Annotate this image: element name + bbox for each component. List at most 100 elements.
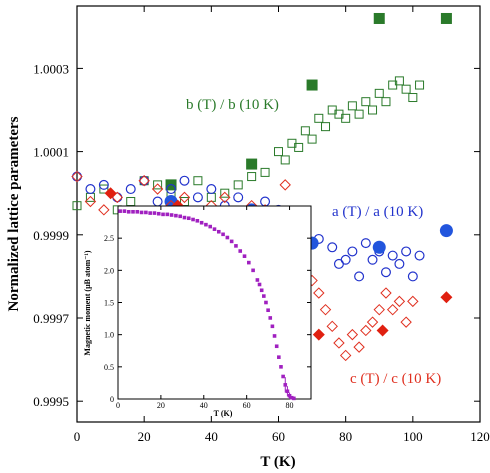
data-point bbox=[374, 88, 384, 98]
data-point bbox=[131, 209, 135, 214]
x-tick-label: 100 bbox=[403, 429, 423, 444]
x-tick-label: 40 bbox=[200, 401, 208, 410]
data-point bbox=[360, 324, 372, 337]
y-tick-label: 1.0 bbox=[104, 331, 114, 340]
data-point bbox=[279, 179, 291, 191]
data-point bbox=[279, 365, 283, 369]
data-point bbox=[300, 126, 310, 136]
data-point bbox=[372, 240, 386, 254]
data-point bbox=[415, 80, 425, 90]
data-point bbox=[340, 254, 351, 265]
data-point bbox=[234, 244, 238, 248]
data-point bbox=[169, 213, 174, 217]
data-point bbox=[191, 217, 195, 222]
data-point bbox=[125, 184, 136, 195]
data-point bbox=[314, 113, 324, 123]
data-point bbox=[440, 291, 453, 304]
x-tick-label: 60 bbox=[243, 401, 251, 410]
data-point bbox=[219, 191, 231, 204]
x-tick-label: 80 bbox=[339, 429, 352, 444]
data-point bbox=[118, 209, 122, 213]
data-point bbox=[251, 268, 255, 273]
data-point bbox=[270, 324, 275, 329]
data-point bbox=[246, 158, 258, 170]
x-tick-label: 40 bbox=[205, 429, 218, 444]
data-point bbox=[292, 396, 296, 401]
x-tick-label: 20 bbox=[138, 429, 151, 444]
label-c-series: c (T) / c (10 K) bbox=[350, 371, 441, 387]
data-point bbox=[333, 337, 345, 349]
data-point bbox=[144, 210, 148, 215]
x-tick-label: 80 bbox=[286, 401, 294, 410]
data-point bbox=[414, 250, 425, 261]
x-tick-label: 20 bbox=[157, 401, 165, 410]
data-point bbox=[366, 316, 379, 328]
data-point bbox=[401, 84, 411, 94]
data-point bbox=[161, 212, 165, 217]
inset-tick-labels: 0 20 40 60 80 0 0.5 1.0 1.5 2.0 2.5 bbox=[104, 234, 294, 410]
data-point bbox=[85, 184, 96, 195]
y-tick-label: 0 bbox=[110, 395, 114, 404]
inset-series bbox=[118, 209, 296, 401]
data-point bbox=[277, 355, 281, 359]
main-ticks bbox=[76, 6, 481, 422]
data-point bbox=[98, 179, 109, 190]
data-point bbox=[247, 260, 251, 265]
data-point bbox=[221, 232, 225, 237]
data-point bbox=[152, 196, 163, 207]
data-point bbox=[139, 175, 150, 186]
data-point bbox=[247, 172, 257, 182]
data-point bbox=[264, 300, 268, 305]
y-tick-label: 2.0 bbox=[104, 266, 114, 275]
data-point bbox=[333, 258, 344, 269]
data-point bbox=[99, 184, 109, 194]
inset-ticks bbox=[117, 206, 311, 400]
data-point bbox=[151, 183, 164, 195]
y-tick-label: 0.9999 bbox=[33, 228, 69, 243]
data-point bbox=[376, 324, 389, 337]
data-point bbox=[394, 258, 405, 269]
data-point bbox=[373, 303, 385, 316]
data-point bbox=[257, 282, 262, 287]
data-point bbox=[178, 214, 182, 219]
data-point bbox=[85, 192, 95, 202]
inset-y-axis-title: Magnetic moment (μB atom⁻¹) bbox=[83, 250, 92, 355]
data-point bbox=[156, 211, 161, 216]
data-point bbox=[153, 180, 163, 190]
x-axis-title: T (K) bbox=[260, 454, 295, 470]
data-point bbox=[280, 155, 290, 165]
data-point bbox=[262, 294, 266, 298]
data-point bbox=[327, 242, 338, 253]
data-point bbox=[148, 211, 152, 215]
y-tick-label: 0.5 bbox=[104, 363, 114, 372]
y-tick-label: 1.0003 bbox=[33, 61, 69, 76]
data-point bbox=[174, 213, 178, 218]
data-point bbox=[354, 109, 364, 119]
inset-chart: 0 20 40 60 80 0 0.5 1.0 1.5 2.0 2.5 T (K) Magnetic… bbox=[83, 205, 312, 418]
x-tick-label: 60 bbox=[272, 429, 285, 444]
data-point bbox=[312, 328, 325, 341]
data-point bbox=[242, 254, 247, 258]
data-point bbox=[179, 175, 190, 186]
data-point bbox=[206, 184, 217, 195]
data-point bbox=[347, 246, 358, 257]
data-point bbox=[386, 303, 399, 316]
data-point bbox=[199, 220, 204, 225]
data-point bbox=[307, 134, 317, 144]
data-point bbox=[204, 222, 208, 227]
data-point bbox=[212, 227, 217, 231]
data-point bbox=[361, 97, 371, 107]
data-point bbox=[274, 344, 279, 349]
data-point bbox=[341, 113, 351, 123]
data-point bbox=[229, 239, 234, 244]
data-point bbox=[319, 303, 332, 316]
data-point bbox=[373, 12, 385, 24]
data-point bbox=[220, 188, 230, 198]
x-tick-label: 0 bbox=[74, 429, 81, 444]
data-point bbox=[135, 209, 140, 214]
data-point bbox=[233, 180, 243, 190]
data-point bbox=[165, 212, 170, 217]
data-point bbox=[326, 320, 338, 333]
data-point bbox=[393, 295, 406, 308]
